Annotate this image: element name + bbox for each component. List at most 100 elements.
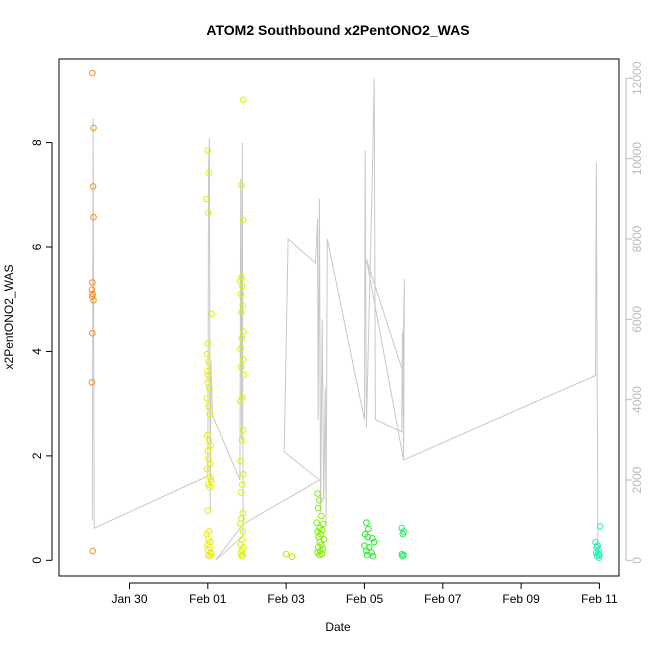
data-point <box>206 460 214 468</box>
x-tick-label: Feb 01 <box>189 592 227 606</box>
data-point <box>239 282 246 290</box>
data-point <box>239 481 246 488</box>
data-point <box>205 358 212 366</box>
data-point <box>90 213 97 221</box>
data-point <box>238 436 246 444</box>
data-point <box>203 350 211 358</box>
y-tick-label: 6 <box>30 243 44 250</box>
data-point <box>365 525 372 533</box>
data-point <box>89 279 96 286</box>
data-point <box>237 345 244 353</box>
x-axis: Jan 30 Feb 01 Feb 03 Feb 05 Feb 07 Feb 09 Feb … <box>111 582 618 606</box>
data-point <box>237 363 245 371</box>
data-point <box>320 520 327 528</box>
x-tick-label: Feb 05 <box>346 592 384 606</box>
data-point <box>237 489 245 496</box>
data-point <box>207 476 215 483</box>
data-point <box>205 169 213 177</box>
secondary-line-path <box>91 78 599 561</box>
y-tick-label: 2 <box>30 452 44 459</box>
data-point <box>205 403 212 410</box>
data-point <box>596 523 604 530</box>
secondary-series-line <box>91 78 599 561</box>
y2-tick-label: 10000 <box>630 142 644 176</box>
data-point <box>237 457 244 465</box>
data-point <box>595 554 603 562</box>
data-point <box>204 551 212 559</box>
data-point <box>204 340 212 347</box>
y-axis: 0 2 4 6 8 <box>30 139 53 564</box>
y-tick-label: 4 <box>30 348 44 355</box>
data-point <box>206 410 214 418</box>
data-point <box>203 395 211 402</box>
data-point <box>370 538 378 546</box>
data-point <box>239 394 246 401</box>
data-point <box>318 512 325 520</box>
data-point <box>208 478 215 486</box>
data-point <box>203 465 211 473</box>
data-point <box>236 277 244 285</box>
data-point <box>240 328 247 335</box>
data-point <box>399 530 407 538</box>
x-tick-label: Feb 11 <box>581 592 618 606</box>
data-point <box>204 147 212 154</box>
data-point <box>89 547 96 555</box>
data-point <box>204 507 212 515</box>
data-point <box>89 290 96 298</box>
y2-tick-label: 2000 <box>630 466 644 493</box>
y2-tick-label: 12000 <box>630 61 644 95</box>
data-point <box>238 274 245 281</box>
data-point <box>204 368 211 375</box>
data-point <box>398 524 406 532</box>
data-point <box>89 293 96 300</box>
data-point <box>204 209 212 217</box>
data-point <box>316 497 323 504</box>
data-point <box>90 297 97 304</box>
data-point <box>239 528 247 535</box>
data-point <box>89 329 96 337</box>
data-point <box>282 550 290 558</box>
data-point <box>239 96 247 103</box>
data-point <box>237 290 245 298</box>
data-point <box>239 356 247 363</box>
y-tick-label: 8 <box>30 139 44 146</box>
y2-tick-label: 4000 <box>630 386 644 413</box>
data-point <box>316 551 323 559</box>
plot-frame <box>58 58 620 577</box>
data-point <box>239 302 246 309</box>
data-point <box>90 124 97 132</box>
chart-title: ATOM2 Southbound x2PentONO2_WAS <box>206 22 469 38</box>
data-point <box>204 447 212 455</box>
data-point <box>88 286 96 294</box>
data-point <box>238 335 246 342</box>
data-point <box>238 182 245 189</box>
x-tick-label: Feb 07 <box>424 592 462 606</box>
x-tick-label: Feb 09 <box>502 592 540 606</box>
data-point <box>369 552 377 560</box>
data-point <box>204 371 212 379</box>
data-point <box>238 309 245 316</box>
x-tick-label: Feb 03 <box>267 592 305 606</box>
data-point <box>208 310 215 318</box>
data-point <box>369 535 376 542</box>
data-point <box>363 519 370 527</box>
data-point <box>89 69 96 77</box>
data-point <box>239 551 246 559</box>
data-point <box>288 553 296 561</box>
data-point <box>239 426 247 434</box>
data-point <box>399 552 406 560</box>
data-point <box>206 384 213 392</box>
secondary-y-axis: 0 2000 4000 6000 8000 10000 12000 <box>625 61 644 564</box>
data-point <box>318 526 326 534</box>
x-tick-label: Jan 30 <box>111 592 147 606</box>
data-point <box>238 552 245 560</box>
data-point <box>88 379 96 386</box>
x-axis-label: Date <box>325 620 351 634</box>
data-point <box>314 490 321 497</box>
data-point <box>208 550 215 558</box>
data-point <box>207 442 214 449</box>
data-point <box>400 551 407 559</box>
data-point <box>89 183 97 190</box>
data-point <box>593 552 601 560</box>
